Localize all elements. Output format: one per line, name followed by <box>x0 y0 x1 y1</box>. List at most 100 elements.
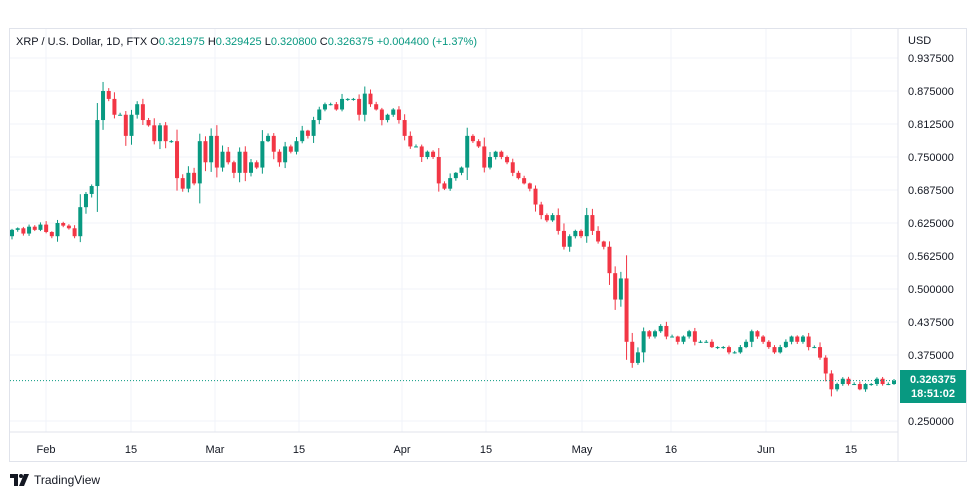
candle-body-down <box>795 336 800 342</box>
candle-body-up <box>584 215 589 237</box>
low-value: 0.320800 <box>270 36 317 48</box>
candle-body-up <box>653 331 658 337</box>
y-tick-label: 0.437500 <box>908 317 954 329</box>
candle-body-down <box>442 183 447 189</box>
candle-body-down <box>123 114 128 136</box>
y-tick-label: 0.250000 <box>908 416 954 428</box>
candle-body-down <box>522 178 527 184</box>
candle-body-down <box>510 162 515 173</box>
candle-body-down <box>402 120 407 136</box>
candle-body-down <box>66 225 71 229</box>
candle-body-up <box>681 336 686 342</box>
candle-body-down <box>419 146 424 157</box>
candle-body-down <box>647 331 652 337</box>
candle-body-down <box>180 178 185 189</box>
candle-body-down <box>152 125 157 142</box>
candle-body-up <box>311 120 316 136</box>
candle-body-down <box>590 215 595 231</box>
candle-body-down <box>664 325 669 337</box>
candle-body-up <box>283 146 288 163</box>
close-value: 0.326375 <box>327 36 374 48</box>
candle-body-down <box>192 172 197 184</box>
candle-body-up <box>220 151 225 168</box>
candle-body-down <box>21 228 26 234</box>
candle-body-down <box>408 135 413 147</box>
open-label: O <box>150 36 159 48</box>
candle-body-down <box>334 104 339 110</box>
candle-body-down <box>106 91 111 99</box>
candle-body-up <box>186 172 191 189</box>
candle-body-up <box>778 347 783 353</box>
candle-body-down <box>163 125 168 142</box>
x-tick-label: 15 <box>293 444 305 456</box>
candle-body-up <box>345 98 350 100</box>
candle-body-up <box>732 352 737 354</box>
candle-body-up <box>567 236 572 247</box>
tradingview-brand[interactable]: TradingView <box>10 473 100 487</box>
candle-body-up <box>55 223 60 237</box>
candle-body-down <box>675 336 680 342</box>
x-tick-label: Mar <box>206 444 225 456</box>
candle-body-up <box>493 151 498 157</box>
candle-body-up <box>317 109 322 121</box>
y-tick-label: 0.625000 <box>908 218 954 230</box>
candle-body-down <box>226 151 231 163</box>
low-label: L <box>264 36 271 48</box>
candle-body-down <box>709 341 714 348</box>
candle-body-up <box>340 98 345 110</box>
candle-body-up <box>573 230 578 237</box>
candle-body-down <box>630 341 635 363</box>
currency-label: USD <box>908 35 931 47</box>
candle-body-down <box>305 130 310 136</box>
candle-body-down <box>203 141 208 163</box>
candle-body-down <box>607 246 612 274</box>
candle-body-down <box>613 273 618 300</box>
candle-body-up <box>27 226 32 234</box>
symbol-description[interactable]: XRP / U.S. Dollar, 1D, FTX <box>16 36 148 48</box>
candle-body-down <box>140 104 145 121</box>
candle-body-up <box>749 331 754 342</box>
candle-body-up <box>95 120 100 187</box>
x-tick-label: Feb <box>37 444 56 456</box>
x-tick-label: Apr <box>393 444 410 456</box>
x-tick-label: 15 <box>125 444 137 456</box>
candle-body-down <box>379 109 384 121</box>
candle-body-up <box>863 384 868 390</box>
candle-body-down <box>516 172 521 179</box>
y-tick-label: 0.937500 <box>908 53 954 65</box>
candle-body-up <box>487 157 492 168</box>
candle-body-down <box>579 230 584 237</box>
y-tick-label: 0.687500 <box>908 185 954 197</box>
candle-body-down <box>726 347 731 353</box>
candle-body-down <box>561 230 566 247</box>
candle-body-down <box>772 347 777 353</box>
candle-body-up <box>459 167 464 173</box>
candle-body-up <box>266 135 271 142</box>
candle-body-down <box>61 223 66 226</box>
candle-body-down <box>601 241 606 247</box>
candle-body-up <box>465 135 470 168</box>
y-tick-label: 0.500000 <box>908 284 954 296</box>
candle-body-down <box>846 378 851 385</box>
candle-body-down <box>539 204 544 216</box>
candle-body-down <box>436 157 441 184</box>
ohlc-legend: XRP / U.S. Dollar, 1D, FTX O0.321975 H0.… <box>16 36 477 48</box>
candle-body-up <box>237 151 242 173</box>
candle-body-up <box>300 130 305 142</box>
x-tick-label: 15 <box>845 444 857 456</box>
x-tick-label: Jun <box>757 444 775 456</box>
candle-body-up <box>744 341 749 348</box>
candle-body-up <box>10 229 14 237</box>
candle-body-up <box>135 104 140 115</box>
candle-body-up <box>658 325 663 332</box>
candle-body-up <box>425 151 430 157</box>
high-label: H <box>207 36 216 48</box>
candle-body-down <box>214 135 219 168</box>
brand-name: TradingView <box>34 473 101 487</box>
candle-body-down <box>72 228 77 237</box>
candle-body-down <box>818 347 823 358</box>
candle-body-up <box>892 380 896 385</box>
candle-body-up <box>248 162 253 173</box>
candle-body-up <box>83 193 88 208</box>
